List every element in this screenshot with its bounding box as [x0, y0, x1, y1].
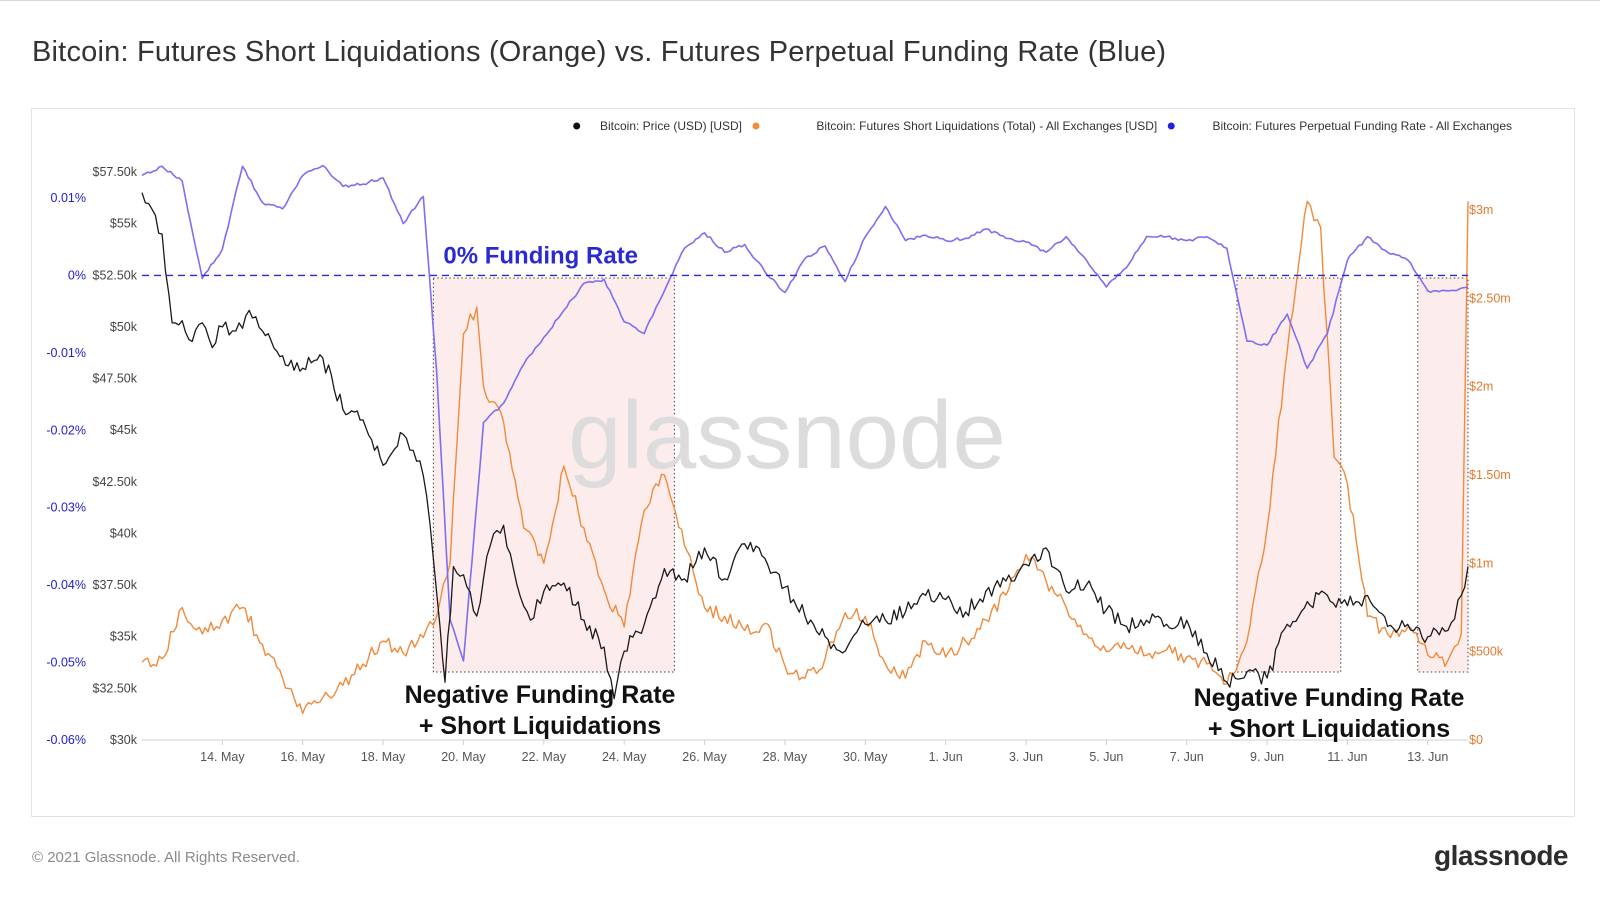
x-tick-label-12: 5. Jun — [1089, 750, 1123, 764]
legend-dot-1 — [573, 122, 581, 130]
zero-funding-label: 0% Funding Rate — [443, 242, 638, 269]
annotations: 0% Funding Rate Negative Funding Rate + Sh… — [142, 242, 1468, 743]
negative-funding-region-3 — [1417, 277, 1469, 673]
region-label-1-line-2: + Short Liquidations — [419, 712, 661, 740]
region-label-1-line-1: Negative Funding Rate — [405, 681, 676, 709]
legend: Bitcoin: Futures Perpetual Funding Rate … — [573, 119, 1512, 133]
legend-label-1: Bitcoin: Price (USD) [USD] — [600, 119, 742, 133]
x-tick-label-11: 3. Jun — [1009, 750, 1043, 764]
price-tick-label-11: $32.50k — [93, 681, 138, 695]
legend-label-3: Bitcoin: Futures Perpetual Funding Rate … — [1213, 119, 1513, 133]
top-rule — [0, 0, 1600, 1]
funding-tick-label-6: -0.04% — [46, 578, 86, 592]
funding-tick-label-7: -0.05% — [46, 656, 86, 670]
funding-tick-label-3: -0.01% — [46, 346, 86, 360]
liq-tick-label-3: $2m — [1469, 380, 1493, 394]
price-tick-label-8: $40k — [110, 526, 138, 540]
x-tick-label-4: 20. May — [441, 750, 486, 764]
x-tick-label-2: 16. May — [280, 750, 325, 764]
price-tick-label-12: $30k — [110, 733, 138, 747]
x-tick-label-14: 9. Jun — [1250, 750, 1284, 764]
region-label-2-line-1: Negative Funding Rate — [1194, 684, 1465, 712]
liq-tick-label-5: $1m — [1469, 556, 1493, 570]
liquidations-line — [141, 200, 1469, 715]
x-tick-label-6: 24. May — [602, 750, 647, 764]
x-tick-label-3: 18. May — [361, 750, 406, 764]
x-tick-label-15: 11. Jun — [1327, 750, 1367, 764]
negative-funding-region-1 — [432, 277, 675, 673]
price-tick-label-4: $50k — [110, 320, 138, 334]
page-title: Bitcoin: Futures Short Liquidations (Ora… — [32, 36, 1167, 68]
funding-tick-label-2: 0% — [68, 268, 86, 282]
liq-tick-label-1: $3m — [1469, 203, 1493, 217]
price-tick-label-9: $37.50k — [93, 578, 138, 592]
shaded-regions — [432, 277, 1469, 673]
price-tick-label-10: $35k — [110, 630, 138, 644]
price-tick-label-2: $55k — [110, 217, 138, 231]
x-tick-label-5: 22. May — [522, 750, 567, 764]
price-tick-label-6: $45k — [110, 423, 138, 437]
axes: 14. May 16. May 18. May 20. May 22. May 24. M… — [46, 165, 1510, 764]
negative-funding-region-2 — [1236, 277, 1342, 673]
footer-copyright: © 2021 Glassnode. All Rights Reserved. — [32, 849, 300, 866]
footer-logo: glassnode — [1434, 840, 1568, 871]
x-tick-label-7: 26. May — [682, 750, 727, 764]
legend-label-2: Bitcoin: Futures Short Liquidations (Tot… — [816, 119, 1157, 133]
x-tick-label-16: 13. Jun — [1407, 750, 1448, 764]
price-line — [141, 192, 1469, 700]
watermark: glassnode — [568, 382, 1006, 489]
price-tick-label-1: $57.50k — [93, 165, 138, 179]
funding-tick-label-4: -0.02% — [46, 423, 86, 437]
liq-tick-label-6: $500k — [1469, 645, 1504, 659]
region-label-2-line-2: + Short Liquidations — [1208, 715, 1450, 743]
liq-tick-label-4: $1.50m — [1469, 468, 1511, 482]
price-tick-label-3: $52.50k — [93, 268, 138, 282]
x-tick-label-9: 30. May — [843, 750, 888, 764]
liq-tick-label-7: $0 — [1469, 733, 1483, 747]
legend-dot-3 — [1167, 122, 1175, 130]
series-lines — [141, 164, 1469, 715]
x-tick-label-10: 1. Jun — [929, 750, 963, 764]
x-tick-label-8: 28. May — [763, 750, 808, 764]
legend-dot-2 — [752, 122, 760, 130]
funding-tick-label-5: -0.03% — [46, 501, 86, 515]
x-tick-label-13: 7. Jun — [1170, 750, 1204, 764]
liq-tick-label-2: $2.50m — [1469, 291, 1511, 305]
funding-tick-label-1: 0.01% — [51, 191, 86, 205]
price-tick-label-5: $47.50k — [93, 372, 138, 386]
price-tick-label-7: $42.50k — [93, 475, 138, 489]
funding-rate-line — [141, 164, 1469, 662]
x-tick-label-1: 14. May — [200, 750, 245, 764]
funding-tick-label-8: -0.06% — [46, 733, 86, 747]
